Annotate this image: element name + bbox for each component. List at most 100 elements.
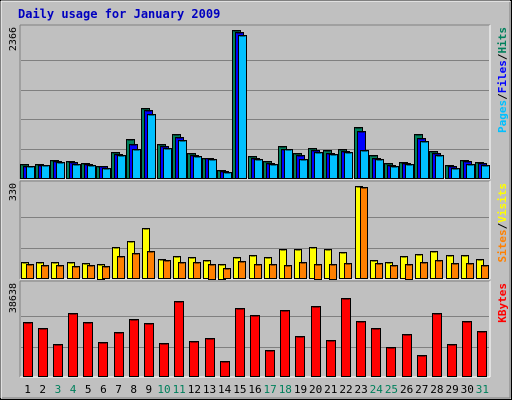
bar-sites (405, 264, 413, 280)
bar-pages (466, 164, 475, 179)
bar-kbytes (477, 331, 487, 377)
bar-pages (405, 164, 414, 179)
x-tick-label: 27 (415, 383, 428, 396)
x-tick-label: 31 (476, 383, 489, 396)
legend-separator: / (496, 93, 509, 100)
legend-label-files: Files (496, 60, 509, 93)
bar-pages (254, 159, 263, 179)
bar-sites (163, 260, 171, 279)
x-tick-label: 22 (339, 383, 352, 396)
bar-pages (117, 155, 126, 179)
bar-pages (56, 162, 65, 179)
bar-pages (269, 164, 278, 179)
x-tick-label: 25 (385, 383, 398, 396)
bar-pages (435, 155, 444, 179)
y-max-label: 2366 (8, 27, 19, 51)
x-tick-label: 12 (188, 383, 201, 396)
bar-pages (420, 141, 429, 179)
bar-sites (41, 265, 49, 279)
x-tick-label: 14 (218, 383, 232, 396)
bar-pages (87, 165, 96, 179)
bar-kbytes (341, 298, 351, 377)
bar-kbytes (129, 319, 139, 377)
bar-kbytes (114, 332, 124, 377)
x-tick-label: 5 (85, 383, 92, 396)
bar-sites (284, 265, 292, 279)
x-tick-label: 18 (279, 383, 292, 396)
bar-pages (284, 149, 293, 179)
series-legend: Sites/Visits (496, 183, 509, 263)
x-tick-label: 17 (264, 383, 277, 396)
bar-kbytes (356, 321, 366, 377)
bar-sites (466, 263, 474, 279)
chart-title: Daily usage for January 2009 (18, 7, 220, 21)
bar-kbytes (83, 322, 93, 377)
bar-pages (72, 164, 81, 179)
bar-visits (309, 247, 317, 279)
bar-pages (41, 165, 50, 179)
bar-pages (238, 35, 247, 179)
bar-sites (208, 264, 216, 280)
bar-pages (193, 156, 202, 179)
bar-kbytes (432, 313, 442, 377)
bar-sites (390, 265, 398, 279)
legend-label-pages: Pages (496, 100, 509, 133)
bar-sites (132, 253, 140, 279)
bar-kbytes (402, 334, 412, 377)
x-tick-label: 10 (157, 383, 170, 396)
bar-kbytes (174, 301, 184, 377)
x-tick-label: 6 (100, 383, 107, 396)
x-tick-label: 16 (248, 383, 261, 396)
y-max-label: 330 (8, 183, 19, 201)
legend-separator: / (496, 53, 509, 60)
bar-sites (329, 264, 337, 280)
bar-pages (299, 159, 308, 179)
chart-panel-1: 2366 Pages/Files/Hits (8, 24, 509, 180)
x-tick-label: 30 (461, 383, 474, 396)
bar-kbytes (462, 321, 472, 377)
bar-kbytes (144, 323, 154, 377)
series-legend: Pages/Files/Hits (496, 27, 509, 133)
x-tick-label: 7 (115, 383, 122, 396)
x-tick-label: 3 (55, 383, 62, 396)
bar-sites (26, 264, 34, 279)
bar-sites (72, 266, 80, 279)
bar-sites (299, 262, 307, 279)
panel-background (20, 25, 490, 179)
x-tick-label: 29 (445, 383, 458, 396)
bar-kbytes (220, 361, 230, 377)
bar-kbytes (53, 344, 63, 377)
bar-pages (314, 152, 323, 179)
bar-sites (117, 256, 125, 279)
bar-pages (147, 114, 156, 179)
x-tick-label: 4 (70, 383, 77, 396)
x-tick-label: 19 (294, 383, 307, 396)
bar-sites (481, 265, 489, 279)
legend-separator: / (496, 222, 509, 229)
bar-sites (314, 264, 322, 280)
chart-panel-2: 330 Sites/Visits (8, 180, 509, 280)
bar-kbytes (235, 308, 245, 377)
bar-sites (56, 265, 64, 279)
bar-kbytes (98, 342, 108, 377)
bar-kbytes (447, 344, 457, 377)
bar-sites (360, 187, 368, 279)
bar-kbytes (265, 350, 275, 377)
bar-pages (360, 150, 369, 179)
bar-pages (329, 154, 338, 179)
bar-pages (451, 168, 460, 179)
bar-kbytes (311, 306, 321, 377)
bar-kbytes (280, 310, 290, 377)
bar-kbytes (295, 336, 305, 377)
bar-kbytes (417, 355, 427, 377)
x-tick-label: 11 (173, 383, 186, 396)
bar-kbytes (326, 340, 336, 377)
bar-pages (26, 166, 35, 179)
legend-label-kbytes: KBytes (496, 283, 509, 323)
bar-kbytes (250, 315, 260, 377)
bar-sites (87, 265, 95, 279)
x-tick-label: 15 (233, 383, 246, 396)
x-tick-label: 21 (324, 383, 337, 396)
